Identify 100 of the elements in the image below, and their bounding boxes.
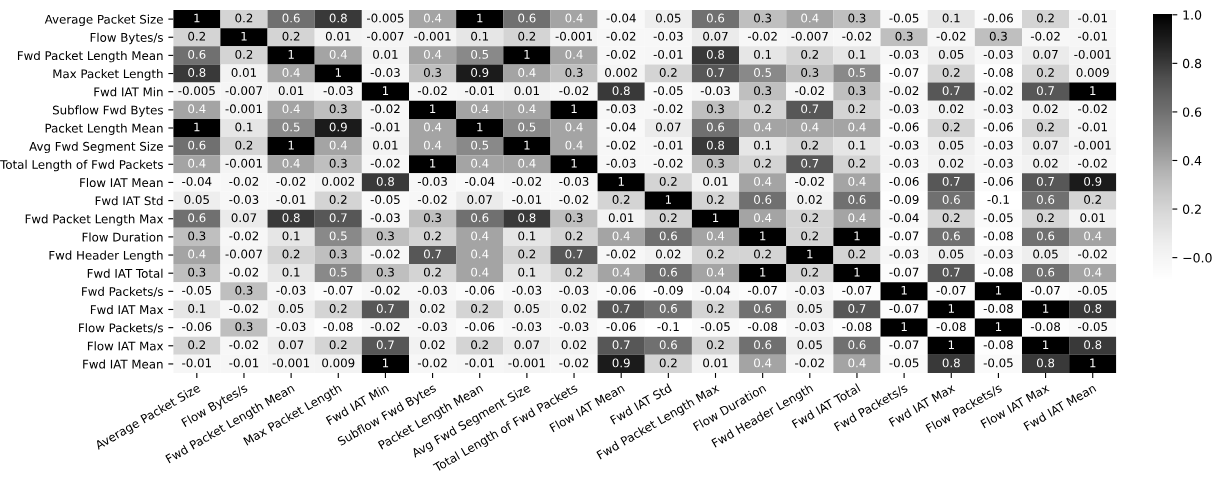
data-label: 1 bbox=[1043, 340, 1049, 350]
data-label: -0.02 bbox=[559, 86, 589, 96]
data-label: 0.4 bbox=[471, 158, 489, 168]
data-label: 0.07 bbox=[467, 195, 492, 205]
data-label: -0.03 bbox=[983, 158, 1013, 168]
y-tick-label: Total Length of Fwd Packets bbox=[0, 159, 163, 172]
data-label: -0.02 bbox=[653, 158, 683, 168]
data-label: 0.07 bbox=[655, 122, 681, 132]
data-label: -0.001 bbox=[1074, 140, 1111, 150]
data-label: -0.007 bbox=[791, 31, 828, 41]
y-tick-label: Flow Duration bbox=[82, 232, 163, 242]
data-label: 0.4 bbox=[471, 267, 489, 277]
data-label: -0.03 bbox=[417, 285, 447, 295]
data-label: 1 bbox=[1090, 86, 1096, 95]
data-label: 0.2 bbox=[801, 213, 819, 223]
data-label: -0.02 bbox=[889, 86, 919, 96]
y-tick-label: Fwd Packet Length Max bbox=[25, 214, 164, 226]
data-label: 0.6 bbox=[754, 303, 772, 313]
data-label: -0.06 bbox=[889, 176, 919, 186]
data-label: 0.3 bbox=[423, 213, 442, 223]
data-label: 0.8 bbox=[282, 213, 300, 223]
data-label: -0.02 bbox=[795, 176, 824, 186]
color-bar-label: 0.2 bbox=[1182, 204, 1201, 214]
data-label: -0.02 bbox=[606, 140, 636, 150]
data-label: 0.2 bbox=[1036, 68, 1054, 77]
data-label: 0.4 bbox=[471, 231, 489, 241]
data-label: 0.3 bbox=[801, 68, 819, 77]
data-label: -0.02 bbox=[370, 104, 400, 114]
data-label: 0.4 bbox=[848, 213, 866, 223]
data-label: 0.3 bbox=[754, 13, 772, 23]
data-label: 0.6 bbox=[659, 303, 677, 313]
data-label: 1 bbox=[288, 140, 294, 150]
data-label: -0.04 bbox=[182, 176, 212, 186]
data-label: -0.03 bbox=[276, 285, 306, 295]
data-label: 0.7 bbox=[329, 213, 347, 223]
y-tick-label: Avg Fwd Segment Size bbox=[29, 141, 163, 154]
data-label: -0.07 bbox=[936, 285, 966, 295]
data-label: 0.3 bbox=[848, 86, 866, 96]
data-label: 0.4 bbox=[282, 104, 300, 114]
data-label: 0.02 bbox=[420, 340, 445, 350]
data-label: -0.08 bbox=[983, 231, 1013, 241]
data-label: 1 bbox=[241, 31, 247, 41]
data-label: 0.02 bbox=[420, 303, 445, 313]
data-label: -0.007 bbox=[225, 86, 262, 96]
data-label: 0.2 bbox=[565, 267, 583, 277]
data-label: 1 bbox=[665, 195, 672, 204]
data-label: -0.03 bbox=[559, 285, 589, 295]
data-label: 0.2 bbox=[1084, 195, 1101, 205]
data-label: 0.4 bbox=[282, 158, 300, 168]
data-label: 1 bbox=[760, 231, 766, 241]
data-label: 1 bbox=[524, 140, 530, 150]
data-label: 0.7 bbox=[1036, 86, 1054, 96]
data-label: 0.3 bbox=[329, 158, 347, 168]
data-label: 0.2 bbox=[329, 303, 347, 313]
data-label: 1 bbox=[571, 158, 577, 168]
data-label: -0.08 bbox=[1030, 322, 1061, 332]
data-label: 1 bbox=[854, 231, 860, 241]
data-label: 1 bbox=[335, 68, 341, 77]
data-label: 0.6 bbox=[1036, 267, 1055, 277]
data-label: -0.03 bbox=[889, 140, 919, 150]
data-label: -0.03 bbox=[795, 285, 825, 295]
data-label: -0.01 bbox=[1078, 13, 1107, 23]
data-label: 0.8 bbox=[706, 49, 725, 59]
data-label: 0.1 bbox=[188, 303, 206, 313]
data-label: 0.3 bbox=[848, 13, 866, 23]
data-label: -0.02 bbox=[229, 176, 259, 186]
data-label: -0.03 bbox=[512, 285, 542, 295]
data-label: 0.2 bbox=[188, 31, 206, 41]
data-label: -0.07 bbox=[889, 68, 919, 77]
data-label: 1 bbox=[760, 267, 766, 277]
data-label: 0.4 bbox=[565, 122, 583, 132]
data-label: -0.07 bbox=[1030, 285, 1060, 295]
data-label: 0.02 bbox=[1033, 104, 1058, 114]
y-tick-label: Average Packet Size bbox=[44, 14, 163, 27]
data-label: 0.5 bbox=[471, 140, 489, 150]
data-label: 0.2 bbox=[848, 158, 866, 168]
y-tick-label: Subflow Fwd Bytes bbox=[52, 105, 163, 117]
data-label: 0.7 bbox=[423, 249, 441, 259]
data-label: 0.5 bbox=[282, 122, 300, 132]
data-label: -0.08 bbox=[747, 322, 778, 332]
data-label: -0.06 bbox=[465, 285, 495, 295]
y-tick-label: Flow IAT Max bbox=[87, 341, 164, 351]
data-label: 0.7 bbox=[1036, 176, 1054, 186]
data-label: -0.03 bbox=[417, 322, 447, 332]
data-label: 0.2 bbox=[659, 213, 677, 223]
data-label: 0.3 bbox=[376, 267, 394, 277]
data-label: 0.6 bbox=[942, 195, 960, 205]
data-label: 0.3 bbox=[706, 158, 724, 168]
y-tick-label: Fwd Packet Length Mean bbox=[17, 50, 163, 63]
data-label: 0.7 bbox=[942, 176, 960, 186]
data-label: -0.001 bbox=[555, 31, 592, 41]
data-label: 0.8 bbox=[188, 68, 206, 77]
data-label: 0.7 bbox=[801, 104, 819, 114]
data-label: 0.05 bbox=[797, 340, 822, 350]
y-tick-label: Fwd IAT Std bbox=[95, 196, 163, 206]
data-label: -0.005 bbox=[366, 13, 404, 23]
data-label: 0.4 bbox=[471, 104, 489, 114]
data-label: 0.6 bbox=[188, 140, 206, 150]
data-label: 0.9 bbox=[1084, 176, 1102, 186]
data-label: 0.01 bbox=[373, 140, 398, 150]
